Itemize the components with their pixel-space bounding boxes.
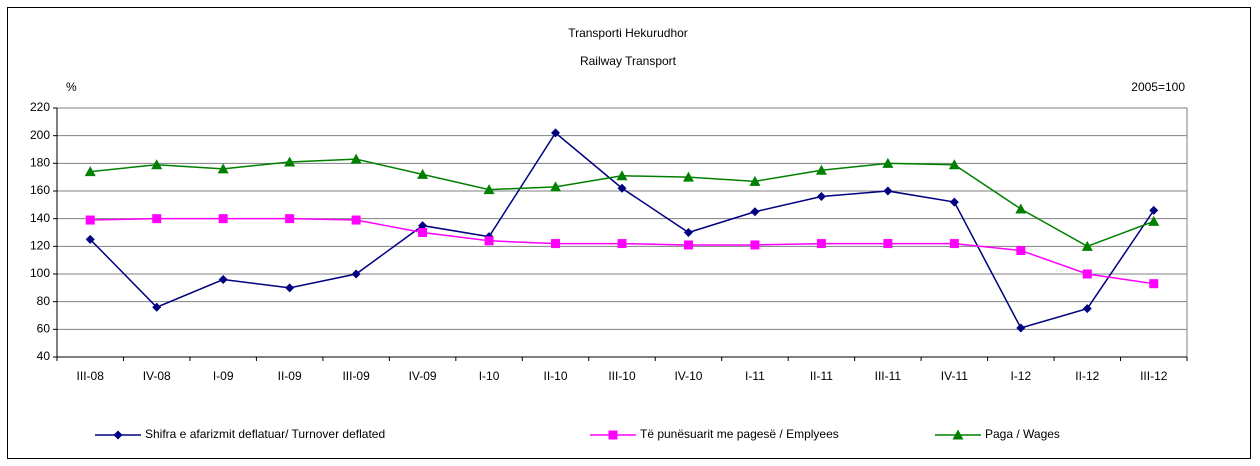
marker <box>351 269 361 279</box>
x-tick-label: I-11 <box>745 369 765 383</box>
marker <box>284 156 296 167</box>
marker <box>484 236 494 246</box>
marker <box>550 181 562 192</box>
marker <box>1081 240 1093 251</box>
marker <box>883 239 893 249</box>
marker <box>418 221 428 231</box>
marker <box>617 239 627 249</box>
chart-title: Transporti Hekurudhor <box>568 26 688 40</box>
marker <box>816 239 826 249</box>
marker <box>551 128 561 138</box>
x-tick-label: IV-08 <box>143 369 171 383</box>
marker <box>682 171 694 182</box>
marker <box>285 283 295 293</box>
plot-area <box>56 107 1188 358</box>
marker <box>948 159 960 170</box>
y-tick-label: 40 <box>37 349 51 363</box>
marker <box>750 240 760 250</box>
y-tick-label: 80 <box>37 294 51 308</box>
x-tick-label: II-11 <box>810 369 833 383</box>
marker <box>1016 323 1026 333</box>
x-tick-label: IV-09 <box>409 369 437 383</box>
marker <box>218 214 228 224</box>
x-tick-label: IV-11 <box>941 369 968 383</box>
x-tick-label: III-11 <box>875 369 902 383</box>
marker <box>285 214 295 224</box>
marker <box>608 430 618 440</box>
x-tick-label: III-08 <box>77 369 105 383</box>
marker <box>616 170 628 181</box>
legend-label: Shifra e afarizmit deflatuar/ Turnover d… <box>145 427 385 441</box>
y-tick-label: 220 <box>30 100 50 114</box>
x-tick-label: II-10 <box>544 369 568 383</box>
marker <box>883 186 893 196</box>
marker <box>617 183 627 193</box>
y-tick-label: 100 <box>30 266 50 280</box>
marker <box>151 159 163 170</box>
y-axis-label: % <box>66 80 77 94</box>
marker <box>949 197 959 207</box>
marker <box>1082 304 1092 314</box>
marker <box>84 166 96 177</box>
x-tick-label: III-12 <box>1140 369 1168 383</box>
x-tick-label: II-09 <box>278 369 302 383</box>
y-tick-label: 120 <box>30 239 50 253</box>
marker <box>1016 245 1026 255</box>
marker <box>113 430 123 440</box>
marker <box>949 239 959 249</box>
marker <box>1082 269 1092 279</box>
marker <box>816 192 826 202</box>
marker <box>1149 279 1159 289</box>
marker <box>551 239 561 249</box>
marker <box>218 275 228 285</box>
y-tick-label: 180 <box>30 156 50 170</box>
marker <box>350 153 362 164</box>
marker <box>882 157 894 168</box>
marker <box>483 184 495 195</box>
marker <box>1149 205 1159 215</box>
x-tick-label: IV-10 <box>674 369 702 383</box>
x-tick-label: I-09 <box>213 369 234 383</box>
annotation: 2005=100 <box>1131 80 1185 94</box>
marker <box>1148 215 1160 226</box>
y-tick-label: 200 <box>30 128 50 142</box>
x-tick-label: III-09 <box>342 369 370 383</box>
legend-label: Të punësuarit me pagesë / Emplyees <box>640 427 839 441</box>
marker <box>952 429 964 440</box>
y-tick-label: 60 <box>37 322 51 336</box>
x-tick-label: II-12 <box>1075 369 1099 383</box>
x-tick-label: III-10 <box>608 369 636 383</box>
marker <box>683 228 693 237</box>
marker <box>749 175 761 186</box>
chart-subtitle: Railway Transport <box>580 54 677 68</box>
marker <box>815 164 827 175</box>
marker <box>750 207 760 217</box>
marker <box>417 168 429 179</box>
y-tick-label: 140 <box>30 211 50 225</box>
marker <box>1015 203 1027 214</box>
marker <box>418 228 428 237</box>
marker <box>152 214 162 224</box>
marker <box>217 163 229 174</box>
legend-label: Paga / Wages <box>985 427 1060 441</box>
y-tick-label: 160 <box>30 183 50 197</box>
x-tick-label: I-12 <box>1010 369 1031 383</box>
marker <box>152 302 162 312</box>
marker <box>85 234 95 244</box>
marker <box>683 240 693 250</box>
x-tick-label: I-10 <box>479 369 500 383</box>
marker <box>85 215 95 225</box>
marker <box>351 215 361 225</box>
